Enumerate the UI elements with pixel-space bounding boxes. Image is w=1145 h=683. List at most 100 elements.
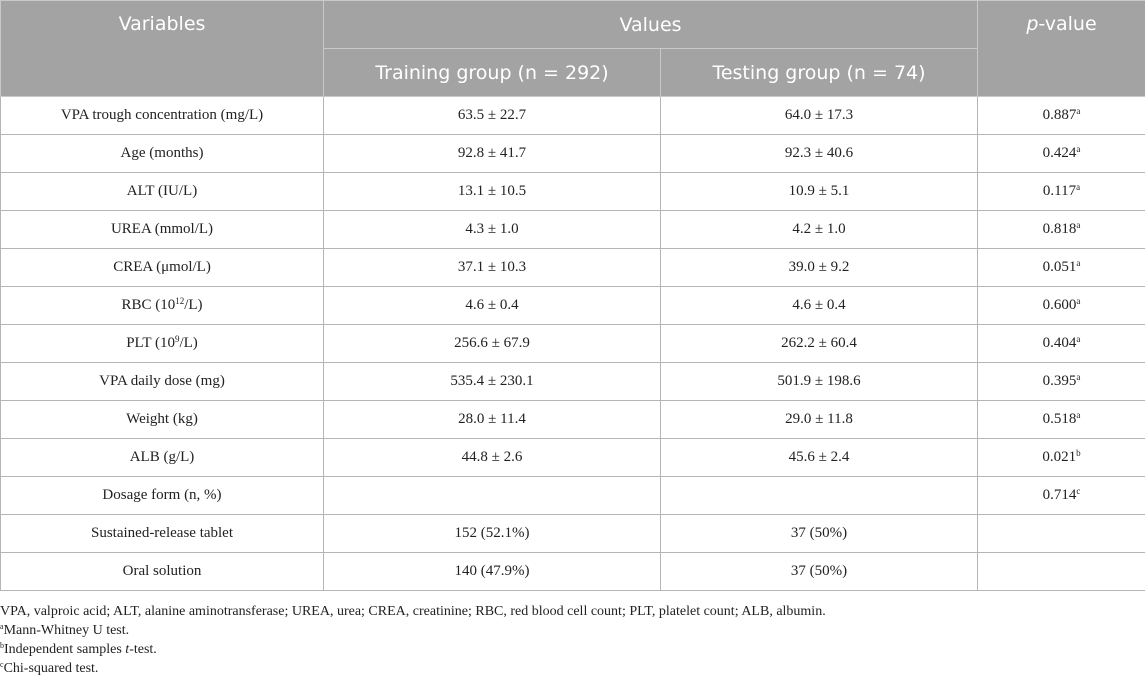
p-value: 0.714: [1042, 487, 1077, 503]
table-row: Dosage form (n, %) 0.714c: [0, 476, 1145, 515]
cell-training: 4.6 ± 0.4: [323, 286, 661, 325]
cell-variable: PLT (109/L): [0, 324, 324, 363]
table-row: ALB (g/L) 44.8 ± 2.6 45.6 ± 2.4 0.021b: [0, 438, 1145, 477]
header-p-value: p-value: [977, 0, 1145, 97]
cell-testing: 29.0 ± 11.8: [659, 400, 979, 439]
table-row: PLT (109/L) 256.6 ± 67.9 262.2 ± 60.4 0.404…: [0, 324, 1145, 363]
cell-p-value: 0.424a: [977, 134, 1145, 173]
p-value: 0.518: [1042, 411, 1077, 427]
variable-label: Dosage form (n, %): [102, 487, 222, 503]
cell-training: 44.8 ± 2.6: [323, 438, 661, 477]
cell-training: 92.8 ± 41.7: [323, 134, 661, 173]
cell-testing: 37 (50%): [659, 514, 979, 553]
footnote-c-text: Chi-squared test.: [3, 661, 99, 676]
cell-p-value: 0.887a: [977, 96, 1145, 135]
cell-training: 63.5 ± 22.7: [323, 96, 661, 135]
footnote-b-text-italic: t: [125, 642, 130, 657]
cell-testing: 64.0 ± 17.3: [659, 96, 979, 135]
cell-testing: 39.0 ± 9.2: [659, 248, 979, 287]
cell-variable: ALT (IU/L): [0, 172, 324, 211]
p-value-footnote-mark: c: [1076, 486, 1081, 496]
cell-training: 152 (52.1%): [323, 514, 661, 553]
cell-variable: Oral solution: [0, 552, 324, 591]
cell-variable: Dosage form (n, %): [0, 476, 324, 515]
footnote-abbreviations: VPA, valproic acid; ALT, alanine aminotr…: [0, 604, 826, 619]
cell-testing: 37 (50%): [659, 552, 979, 591]
table-row: Age (months) 92.8 ± 41.7 92.3 ± 40.6 0.424a: [0, 134, 1145, 173]
cell-p-value: 0.518a: [977, 400, 1145, 439]
cell-p-value: [977, 552, 1145, 591]
cell-variable: VPA daily dose (mg): [0, 362, 324, 401]
footnote-b: bIndependent samples t-test.: [0, 640, 826, 659]
header-variables: Variables: [0, 0, 324, 97]
cell-testing: 4.6 ± 0.4: [659, 286, 979, 325]
cell-testing: 92.3 ± 40.6: [659, 134, 979, 173]
footnote-b-text-post: -test.: [129, 642, 157, 657]
footnote-b-mark: b: [0, 641, 4, 650]
footnote-a: aMann-Whitney U test.: [0, 621, 826, 640]
p-value-footnote-mark: a: [1076, 410, 1081, 420]
header-testing-group: Testing group (n = 74): [659, 48, 979, 97]
variable-label-superscript: 9: [174, 334, 180, 344]
footnote-c: cChi-squared test.: [0, 659, 826, 678]
variable-label: ALT (IU/L): [126, 183, 198, 199]
variable-label: CREA (μmol/L): [113, 259, 211, 275]
table-row: VPA trough concentration (mg/L) 63.5 ± 22…: [0, 96, 1145, 135]
variable-label-superscript: 12: [175, 296, 185, 306]
cell-testing: [659, 476, 979, 515]
table-row: CREA (μmol/L) 37.1 ± 10.3 39.0 ± 9.2 0.051a: [0, 248, 1145, 287]
cell-variable: ALB (g/L): [0, 438, 324, 477]
p-value: 0.117: [1042, 183, 1077, 199]
table-row: Sustained-release tablet 152 (52.1%) 37 (5…: [0, 514, 1145, 553]
variable-label: UREA (mmol/L): [110, 221, 214, 237]
p-value: 0.404: [1042, 335, 1077, 351]
table-row: ALT (IU/L) 13.1 ± 10.5 10.9 ± 5.1 0.117a: [0, 172, 1145, 211]
p-value-footnote-mark: b: [1076, 448, 1081, 458]
p-value-footnote-mark: a: [1076, 296, 1081, 306]
variable-label-suffix: /L): [179, 335, 198, 351]
cell-variable: UREA (mmol/L): [0, 210, 324, 249]
variable-label: Oral solution: [122, 563, 202, 579]
variable-label: ALB (g/L): [129, 449, 195, 465]
cell-training: 13.1 ± 10.5: [323, 172, 661, 211]
cell-variable: RBC (1012/L): [0, 286, 324, 325]
p-value: 0.021: [1042, 449, 1077, 465]
p-value-footnote-mark: a: [1076, 106, 1081, 116]
footnote-a-text: Mann-Whitney U test.: [3, 623, 130, 638]
cell-variable: CREA (μmol/L): [0, 248, 324, 287]
cell-training: 28.0 ± 11.4: [323, 400, 661, 439]
cell-p-value: 0.404a: [977, 324, 1145, 363]
p-value: 0.600: [1042, 297, 1077, 313]
table-body: VPA trough concentration (mg/L) 63.5 ± 22…: [0, 96, 1145, 591]
footnote-b-text-pre: Independent samples: [4, 642, 126, 657]
cell-p-value: 0.021b: [977, 438, 1145, 477]
cell-p-value: 0.714c: [977, 476, 1145, 515]
variable-label: Sustained-release tablet: [90, 525, 234, 541]
cell-p-value: 0.395a: [977, 362, 1145, 401]
cell-p-value: [977, 514, 1145, 553]
variable-label-suffix: /L): [184, 297, 203, 313]
variable-label: Age (months): [120, 145, 204, 161]
cell-variable: Age (months): [0, 134, 324, 173]
cell-variable: Weight (kg): [0, 400, 324, 439]
cell-p-value: 0.818a: [977, 210, 1145, 249]
cell-training: 4.3 ± 1.0: [323, 210, 661, 249]
header-p-italic: p: [1026, 13, 1039, 35]
cell-training: 256.6 ± 67.9: [323, 324, 661, 363]
table-row: RBC (1012/L) 4.6 ± 0.4 4.6 ± 0.4 0.600a: [0, 286, 1145, 325]
variable-label: VPA trough concentration (mg/L): [60, 107, 264, 123]
p-value-footnote-mark: a: [1076, 334, 1081, 344]
cell-training: 140 (47.9%): [323, 552, 661, 591]
cell-p-value: 0.600a: [977, 286, 1145, 325]
p-value-footnote-mark: a: [1076, 220, 1081, 230]
table-row: UREA (mmol/L) 4.3 ± 1.0 4.2 ± 1.0 0.818a: [0, 210, 1145, 249]
cell-testing: 10.9 ± 5.1: [659, 172, 979, 211]
table-row: Weight (kg) 28.0 ± 11.4 29.0 ± 11.8 0.518a: [0, 400, 1145, 439]
cell-training: [323, 476, 661, 515]
p-value: 0.818: [1042, 221, 1077, 237]
table-header: Variables Values p-value Training group …: [0, 0, 1145, 97]
cell-variable: Sustained-release tablet: [0, 514, 324, 553]
header-training-group: Training group (n = 292): [323, 48, 661, 97]
p-value-footnote-mark: a: [1076, 144, 1081, 154]
cell-testing: 262.2 ± 60.4: [659, 324, 979, 363]
